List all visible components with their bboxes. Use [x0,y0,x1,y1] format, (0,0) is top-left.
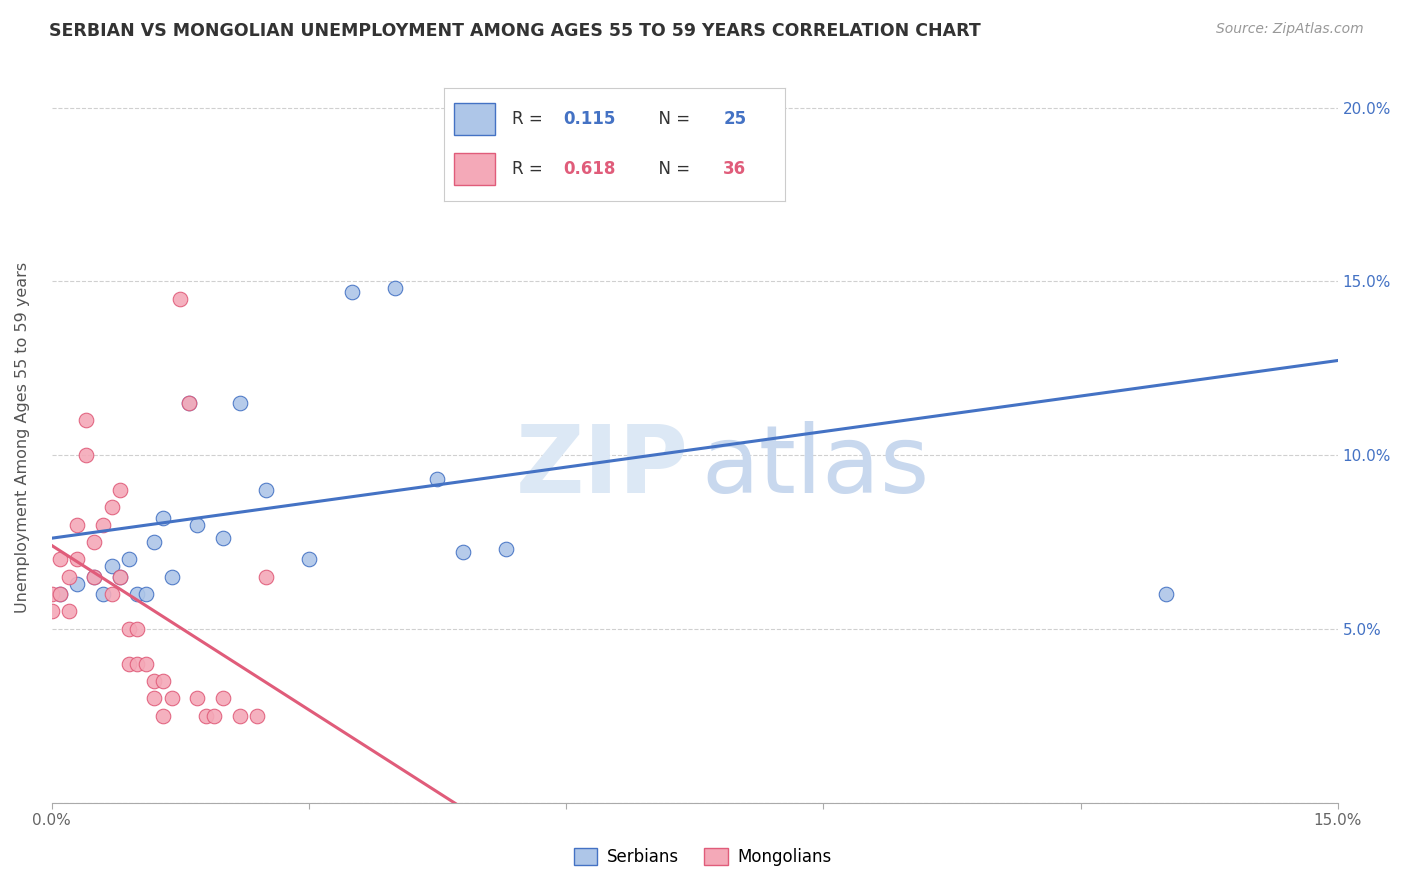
Point [246,708,269,723]
Point [66,517,89,532]
Point [169,292,191,306]
Point [41,587,63,601]
Point [41,604,63,618]
Point [254,570,277,584]
Point [127,657,149,671]
Point [143,535,166,549]
Point [143,691,166,706]
Point [426,472,449,486]
Text: SERBIAN VS MONGOLIAN UNEMPLOYMENT AMONG AGES 55 TO 59 YEARS CORRELATION CHART: SERBIAN VS MONGOLIAN UNEMPLOYMENT AMONG … [49,22,981,40]
Point [118,552,141,566]
Legend: Serbians, Mongolians: Serbians, Mongolians [567,841,839,873]
Point [160,691,183,706]
Point [135,587,157,601]
Point [177,396,200,410]
Point [49,587,72,601]
Text: atlas: atlas [702,421,929,513]
Point [1154,587,1177,601]
Point [127,587,149,601]
Point [100,587,122,601]
Point [83,570,105,584]
Point [186,517,208,532]
Point [83,570,105,584]
Point [49,552,72,566]
Point [66,552,89,566]
Point [58,570,80,584]
Point [108,570,131,584]
Point [160,570,183,584]
Y-axis label: Unemployment Among Ages 55 to 59 years: Unemployment Among Ages 55 to 59 years [15,262,30,614]
Point [108,570,131,584]
Point [91,517,114,532]
Point [152,673,174,688]
Point [229,396,252,410]
Point [229,708,252,723]
Point [83,535,105,549]
Point [194,708,217,723]
Point [186,691,208,706]
Point [340,285,363,299]
Point [152,708,174,723]
Point [100,500,122,515]
Point [75,413,97,427]
Text: Source: ZipAtlas.com: Source: ZipAtlas.com [1216,22,1364,37]
Point [598,136,620,150]
Point [75,448,97,462]
Point [212,691,235,706]
Point [58,604,80,618]
Point [204,708,226,723]
Point [384,281,406,295]
Point [91,587,114,601]
Point [118,622,141,636]
Point [254,483,277,497]
Point [49,587,72,601]
Point [135,657,157,671]
Point [451,545,474,559]
Point [118,657,141,671]
Point [100,559,122,574]
Point [495,541,517,556]
Point [177,396,200,410]
Point [66,576,89,591]
Text: ZIP: ZIP [516,421,688,513]
Point [152,510,174,524]
Point [127,622,149,636]
Point [143,673,166,688]
Point [298,552,321,566]
Point [108,483,131,497]
Point [212,532,235,546]
